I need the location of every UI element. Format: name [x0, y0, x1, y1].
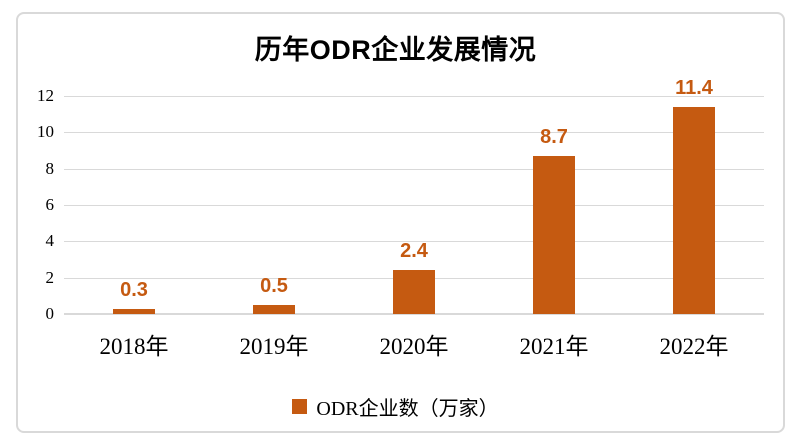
- gridline: [64, 205, 764, 206]
- y-tick-label: 0: [45, 304, 55, 323]
- x-axis-line: [64, 313, 764, 315]
- chart-frame: [16, 12, 785, 433]
- chart-title: 历年ODR企业发展情况: [254, 35, 537, 65]
- y-tick-label: 8: [45, 159, 55, 178]
- legend-swatch-icon: [292, 399, 308, 414]
- x-tick-label: 2021年: [519, 334, 589, 359]
- bar-2018年: [113, 309, 155, 314]
- gridline: [64, 241, 764, 242]
- bar-2021年: [533, 156, 575, 314]
- x-tick-label: 2020年: [379, 334, 449, 359]
- bar-value-label: 8.7: [540, 126, 568, 148]
- bar-value-label: 11.4: [675, 77, 713, 99]
- legend-label: ODR企业数（万家）: [316, 398, 499, 420]
- gridline: [64, 169, 764, 170]
- x-tick-label: 2019年: [239, 334, 309, 359]
- gridline: [64, 96, 764, 97]
- y-tick-label: 4: [45, 231, 55, 250]
- bar-value-label: 0.3: [120, 279, 148, 301]
- y-tick-label: 10: [37, 122, 54, 141]
- x-tick-label: 2018年: [99, 334, 169, 359]
- y-tick-label: 6: [45, 195, 55, 214]
- gridline: [64, 132, 764, 133]
- x-tick-label: 2022年: [659, 334, 729, 359]
- bar-2020年: [393, 270, 435, 314]
- y-tick-label: 2: [45, 268, 55, 287]
- bar-value-label: 0.5: [260, 275, 288, 297]
- legend: ODR企业数（万家）: [0, 392, 791, 421]
- bar-2022年: [673, 107, 715, 314]
- bar-value-label: 2.4: [400, 240, 428, 262]
- y-tick-label: 12: [37, 86, 54, 105]
- bar-2019年: [253, 305, 295, 314]
